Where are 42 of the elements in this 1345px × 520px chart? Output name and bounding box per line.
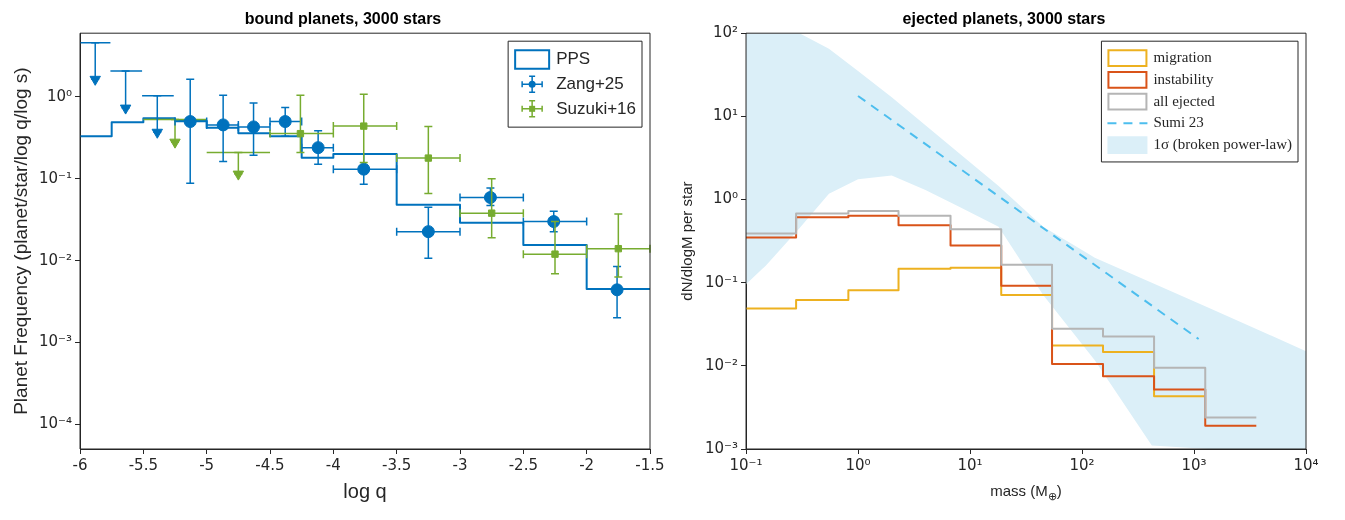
chart-title: ejected planets, 3000 stars bbox=[902, 10, 1106, 28]
y-tick-label: 10⁰ bbox=[712, 189, 739, 208]
legend-label: 1σ (broken power-law) bbox=[1153, 136, 1293, 154]
x-tick-label: 10¹ bbox=[957, 455, 983, 474]
x-tick-label: 10⁻¹ bbox=[729, 455, 763, 474]
legend-label: all ejected bbox=[1153, 92, 1216, 109]
y-axis-title: Planet Frequency (planet/star/log q/log s) bbox=[10, 67, 32, 415]
legend-label: Suzuki+16 bbox=[556, 98, 637, 118]
y-tick-label: 10⁻² bbox=[38, 250, 73, 269]
chart-title: bound planets, 3000 stars bbox=[244, 10, 442, 28]
x-tick-label: -2 bbox=[579, 455, 595, 474]
x-tick-label: 10² bbox=[1069, 455, 1095, 474]
legend-label: migration bbox=[1153, 49, 1213, 66]
x-tick-label: -1.5 bbox=[635, 455, 665, 474]
y-tick-label: 10¹ bbox=[712, 106, 739, 125]
x-axis-title: mass (M⊕) bbox=[990, 482, 1062, 502]
x-tick-label: -4.5 bbox=[255, 455, 285, 474]
y-tick-label: 10⁻¹ bbox=[704, 272, 739, 291]
legend-label: Zang+25 bbox=[556, 73, 624, 93]
x-tick-label: -5.5 bbox=[128, 455, 158, 474]
y-tick-label: 10⁰ bbox=[46, 86, 73, 105]
x-tick-label: -2.5 bbox=[508, 455, 538, 474]
x-tick-label: -4 bbox=[325, 455, 341, 474]
x-tick-label: 10⁴ bbox=[1293, 455, 1319, 474]
y-axis-title: dN/dlogM per star bbox=[678, 181, 696, 301]
y-tick-label: 10⁻³ bbox=[38, 332, 73, 351]
legend-label: PPS bbox=[556, 49, 591, 69]
x-tick-label: -3.5 bbox=[382, 455, 412, 474]
y-tick-label: 10⁻⁴ bbox=[38, 414, 73, 433]
x-tick-label: -6 bbox=[72, 455, 88, 474]
y-tick-label: 10⁻¹ bbox=[38, 168, 73, 187]
y-tick-label: 10⁻³ bbox=[704, 438, 739, 457]
x-axis-title: log q bbox=[343, 479, 387, 502]
y-tick-label: 10⁻² bbox=[704, 355, 739, 374]
x-tick-label: -5 bbox=[199, 455, 215, 474]
point bbox=[119, 104, 132, 115]
x-tick-label: 10⁰ bbox=[845, 455, 871, 474]
legend-label: instability bbox=[1153, 70, 1214, 87]
x-tick-label: 10³ bbox=[1181, 455, 1207, 474]
legend-label: Sumi 23 bbox=[1153, 114, 1204, 131]
x-tick-label: -3 bbox=[452, 455, 468, 474]
y-tick-label: 10² bbox=[712, 23, 739, 42]
